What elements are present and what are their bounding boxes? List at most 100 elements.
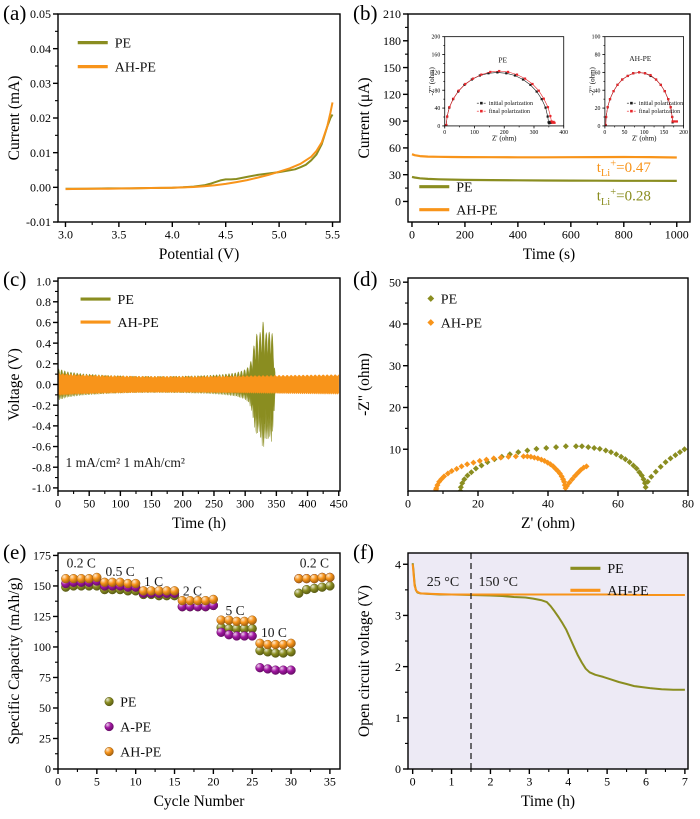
svg-text:AH-PE: AH-PE (441, 316, 482, 331)
svg-text:3.5: 3.5 (111, 227, 126, 241)
svg-text:0: 0 (45, 762, 51, 776)
svg-text:Time (s): Time (s) (523, 246, 575, 263)
svg-text:600: 600 (562, 227, 580, 241)
svg-text:0: 0 (55, 774, 61, 788)
svg-text:1.0: 1.0 (36, 274, 51, 288)
svg-text:160: 160 (432, 53, 441, 59)
svg-text:40: 40 (542, 496, 554, 510)
svg-text:0.04: 0.04 (30, 42, 51, 56)
svg-text:100: 100 (470, 130, 479, 136)
svg-text:tLi+=0.28: tLi+=0.28 (597, 187, 651, 208)
panel-b-chart-polarization: 0 200 400 600 800 10000306090120150180210Time… (356, 7, 691, 263)
svg-text:AH-PE: AH-PE (456, 204, 497, 219)
svg-text:0: 0 (405, 496, 411, 510)
svg-text:150: 150 (33, 579, 51, 593)
svg-text:200: 200 (679, 130, 688, 136)
svg-text:-0.4: -0.4 (32, 419, 51, 433)
svg-text:Z' (ohm): Z' (ohm) (521, 515, 575, 532)
svg-text:final polarization: final polarization (489, 108, 530, 115)
svg-text:80: 80 (434, 88, 440, 94)
svg-text:1: 1 (449, 774, 455, 788)
svg-text:Time (h): Time (h) (521, 793, 575, 810)
svg-text:25 °C: 25 °C (427, 575, 459, 590)
svg-text:7: 7 (682, 774, 688, 788)
svg-text:0.5 C: 0.5 C (106, 564, 135, 579)
svg-text:Z' (ohm): Z' (ohm) (492, 134, 517, 142)
svg-text:300: 300 (236, 496, 254, 510)
svg-text:400: 400 (559, 130, 568, 136)
svg-text:40: 40 (389, 317, 401, 331)
svg-text:75: 75 (39, 671, 51, 685)
svg-text:4.5: 4.5 (218, 227, 233, 241)
svg-text:2 C: 2 C (183, 584, 202, 599)
svg-text:200: 200 (456, 227, 474, 241)
svg-text:300: 300 (530, 130, 539, 136)
svg-text:0.03: 0.03 (30, 77, 51, 91)
svg-text:150: 150 (383, 61, 401, 75)
svg-text:0.8: 0.8 (36, 295, 51, 309)
svg-text:Current (μA): Current (μA) (356, 77, 373, 158)
svg-text:AH-PE: AH-PE (118, 316, 159, 331)
svg-text:PE: PE (498, 56, 507, 65)
svg-text:PE: PE (607, 562, 623, 577)
svg-text:150 °C: 150 °C (479, 575, 518, 590)
svg-text:-0.6: -0.6 (32, 440, 51, 454)
svg-text:200: 200 (500, 130, 509, 136)
panel-c-chart-cycling: 0 50 100 150 200 250 300 350 400 450 -1.0 -0.8 -0.6 -… (6, 274, 348, 532)
svg-text:-0.01: -0.01 (26, 215, 51, 229)
svg-text:20: 20 (207, 774, 219, 788)
svg-text:tLi+=0.47: tLi+=0.47 (597, 158, 652, 179)
svg-text:4: 4 (565, 774, 571, 788)
svg-text:0.2 C: 0.2 C (67, 556, 96, 571)
svg-text:10: 10 (130, 774, 142, 788)
svg-text:0.00: 0.00 (30, 181, 51, 195)
svg-text:10 C: 10 C (261, 625, 287, 640)
svg-text:Z' (ohm): Z' (ohm) (632, 134, 657, 142)
svg-text:2: 2 (487, 774, 493, 788)
svg-text:0.4: 0.4 (36, 336, 51, 350)
svg-text:final polarization: final polarization (639, 108, 680, 115)
svg-text:100: 100 (592, 35, 601, 41)
svg-text:25: 25 (246, 774, 258, 788)
svg-text:30: 30 (285, 774, 297, 788)
svg-text:350: 350 (267, 496, 285, 510)
svg-text:Specific Capacity (mAh/g): Specific Capacity (mAh/g) (6, 577, 23, 744)
svg-text:-1.0: -1.0 (32, 481, 51, 495)
svg-text:5: 5 (94, 774, 100, 788)
svg-text:10: 10 (389, 442, 401, 456)
svg-text:PE: PE (441, 292, 457, 307)
svg-text:150: 150 (143, 496, 161, 510)
svg-text:0: 0 (409, 227, 415, 241)
svg-text:200: 200 (432, 35, 441, 41)
svg-text:0.02: 0.02 (30, 111, 51, 125)
svg-text:120: 120 (383, 88, 401, 102)
svg-text:0: 0 (603, 130, 606, 136)
svg-text:Potential (V): Potential (V) (159, 246, 240, 263)
svg-text:100: 100 (33, 640, 51, 654)
svg-text:125: 125 (33, 610, 51, 624)
svg-text:5: 5 (604, 774, 610, 788)
svg-text:0.0: 0.0 (36, 378, 51, 392)
svg-text:-Z" (ohm): -Z" (ohm) (588, 66, 596, 95)
svg-text:80: 80 (682, 496, 694, 510)
svg-text:60: 60 (389, 141, 401, 155)
svg-text:PE: PE (115, 37, 131, 52)
svg-text:-Z" (ohm): -Z" (ohm) (356, 353, 373, 416)
svg-text:90: 90 (389, 114, 401, 128)
panel-a-chart-lsv: 3.0 3.5 4.0 4.5 5.0 5.5 -0.01 0.00 0.01 0.02 0.03 0… (6, 7, 341, 263)
svg-text:100: 100 (640, 130, 649, 136)
svg-text:1 C: 1 C (144, 574, 163, 589)
svg-text:Open circuit voltage (V): Open circuit voltage (V) (356, 585, 373, 737)
svg-text:150: 150 (660, 130, 669, 136)
panel-f-chart-ocv: 0 1 2 3 4 5 6 7 0 1 2 3 4 Time (h) Open circuit voltag… (356, 552, 689, 810)
svg-text:0: 0 (395, 195, 401, 209)
svg-text:180: 180 (383, 34, 401, 48)
svg-text:initial polarization: initial polarization (639, 101, 683, 107)
svg-text:AH-PE: AH-PE (115, 61, 156, 76)
svg-text:100: 100 (111, 496, 129, 510)
svg-text:175: 175 (33, 549, 51, 563)
svg-text:6: 6 (643, 774, 649, 788)
svg-text:-0.8: -0.8 (32, 460, 51, 474)
svg-text:1 mA/cm² 1 mAh/cm²: 1 mA/cm² 1 mAh/cm² (65, 455, 184, 470)
svg-text:50: 50 (622, 130, 628, 136)
